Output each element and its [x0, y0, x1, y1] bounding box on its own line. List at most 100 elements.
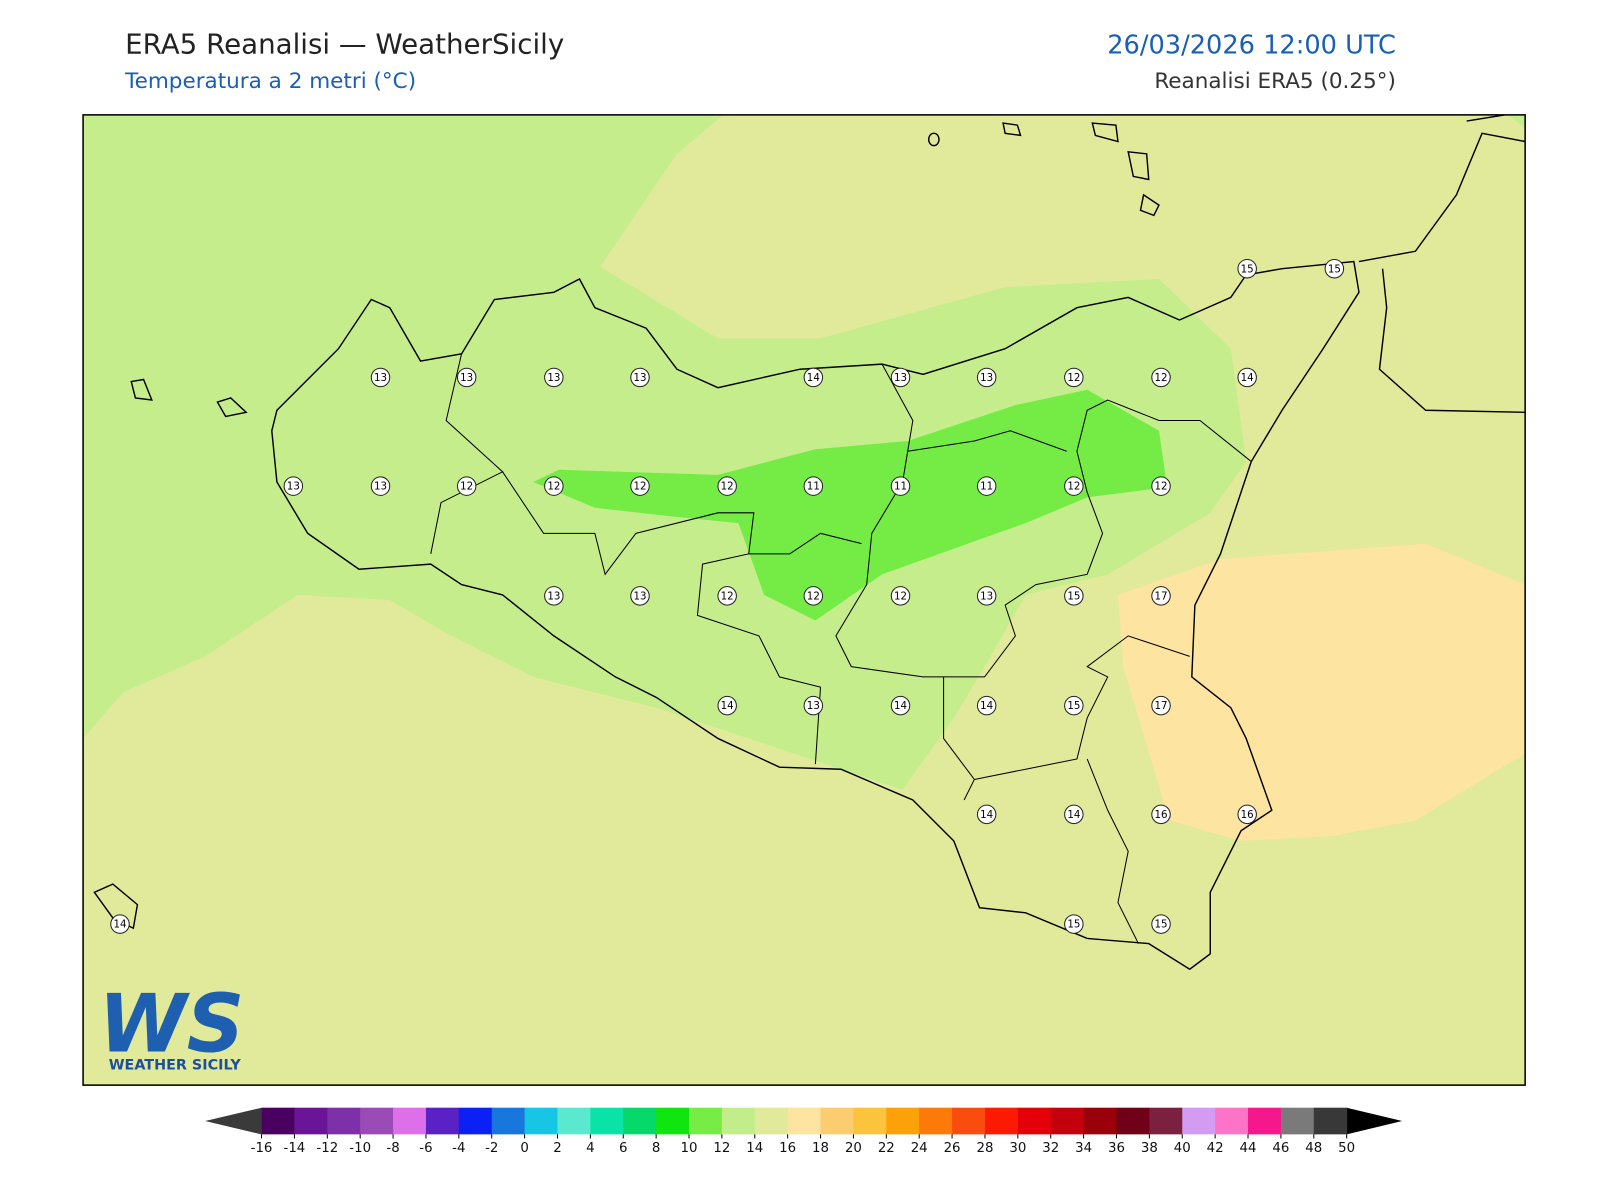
colorbar-tick-label: 36 [1108, 1141, 1125, 1156]
warm-band [83, 114, 1247, 790]
station-marker [1151, 914, 1171, 934]
colorbar-swatch [524, 1107, 558, 1135]
station-marker [890, 695, 911, 716]
colorbar-swatch [294, 1107, 328, 1135]
station-marker [544, 586, 564, 606]
station-value: 16 [1241, 809, 1254, 821]
colorbar-tick-label: -10 [349, 1141, 371, 1156]
colorbar-swatch [721, 1107, 756, 1135]
colorbar-swatch [1280, 1107, 1315, 1135]
station-marker [976, 586, 997, 606]
colorbar-tick-label: -16 [251, 1141, 273, 1156]
station-value: 13 [547, 590, 560, 602]
station-marker [1064, 476, 1084, 496]
colorbar-tick-label: 24 [911, 1141, 928, 1156]
station-value: 13 [980, 590, 993, 602]
colorbar-tick-label: 20 [845, 1141, 862, 1156]
colorbar-swatch [820, 1107, 854, 1135]
colorbar-extend-low [205, 1107, 262, 1135]
colorbar-tick-label: 34 [1075, 1141, 1092, 1156]
station-value: 15 [1067, 700, 1080, 712]
colorbar-tick-label: 14 [746, 1141, 763, 1156]
station-marker [630, 476, 650, 496]
colorbar-swatch [656, 1107, 690, 1135]
provinces [430, 353, 1252, 944]
colorbar-swatch [590, 1107, 624, 1135]
station-value: 13 [374, 372, 387, 384]
station-value: 14 [1241, 372, 1254, 384]
station-marker [803, 586, 824, 606]
station-value: 13 [287, 481, 300, 493]
station-marker [1324, 258, 1345, 279]
station-marker [976, 476, 997, 496]
datetime: 26/03/2026 12:00 UTC [1107, 30, 1396, 60]
colorbar-tick-label: 40 [1174, 1141, 1191, 1156]
station-marker [456, 367, 477, 388]
station-value: 17 [1155, 590, 1168, 602]
station-value: 15 [1067, 919, 1080, 931]
station-marker [1237, 367, 1257, 388]
colorbar-swatch [1215, 1107, 1249, 1135]
station-value: 13 [633, 590, 646, 602]
logo: WS WEATHER SICILY [98, 977, 244, 1073]
station-value: 16 [1155, 809, 1168, 821]
colorbar-swatch [984, 1107, 1019, 1135]
colorbar-swatch [1248, 1107, 1282, 1135]
colorbar-tick-label: 42 [1207, 1141, 1224, 1156]
station-value: 11 [980, 481, 993, 493]
map-frame [82, 114, 1526, 1086]
station-value: 12 [460, 481, 473, 493]
colorbar-tick-label: 4 [586, 1141, 594, 1156]
cool-core [533, 389, 1168, 621]
source: Reanalisi ERA5 (0.25°) [1154, 69, 1396, 94]
station-value: 12 [633, 481, 646, 493]
colorbar-swatch [886, 1107, 920, 1135]
station-marker [1151, 695, 1171, 716]
station-marker [717, 695, 737, 716]
subtitle: Temperatura a 2 metri (°C) [124, 69, 416, 94]
colorbar-swatch [623, 1107, 657, 1135]
colorbar-extend-high [1346, 1107, 1403, 1135]
colorbar-tick-label: 26 [944, 1141, 961, 1156]
logo-mark: WS [98, 977, 244, 1070]
colorbar-tick-label: 22 [878, 1141, 895, 1156]
colorbar-tick-label: -4 [452, 1141, 465, 1156]
station-value: 12 [1067, 372, 1080, 384]
colorbar-swatch [261, 1107, 295, 1135]
station-marker [890, 476, 911, 496]
station-marker [1151, 586, 1171, 606]
colorbar-swatch [1017, 1107, 1052, 1135]
colorbar-tick-label: 12 [713, 1141, 730, 1156]
station-value: 11 [807, 481, 820, 493]
colorbar-tick-label: 8 [652, 1141, 660, 1156]
station-marker [1064, 695, 1084, 716]
colorbar-swatch [952, 1107, 986, 1135]
station-marker [370, 367, 391, 388]
colorbar: -16 -14 -12 -10 -8 -6 -4 -2 0 2 4 6 8 10 12 14 16 18 20 22 2… [205, 1107, 1403, 1156]
colorbar-swatch [393, 1107, 427, 1135]
station-value: 12 [1067, 481, 1080, 493]
station-value: 15 [1241, 263, 1254, 275]
colorbar-swatch [689, 1107, 723, 1135]
colorbar-swatch [1313, 1107, 1348, 1135]
station-value: 12 [894, 590, 907, 602]
station-marker [976, 804, 997, 825]
station-value: 12 [721, 590, 734, 602]
station-value: 13 [460, 372, 473, 384]
colorbar-swatch [1116, 1107, 1150, 1135]
station-marker [1064, 586, 1084, 606]
coastlines [93, 114, 1526, 971]
colorbar-swatch [1083, 1107, 1118, 1135]
colorbar-tick-label: 16 [779, 1141, 796, 1156]
station-marker [803, 367, 824, 388]
colorbar-swatch [1182, 1107, 1216, 1135]
colorbar-tick-label: 28 [976, 1141, 993, 1156]
colorbar-tick-label: 44 [1240, 1141, 1257, 1156]
colorbar-tick-label: 30 [1009, 1141, 1026, 1156]
colorbar-tick-label: 0 [520, 1141, 528, 1156]
station-value: 15 [1155, 919, 1168, 931]
colorbar-swatch [458, 1107, 493, 1135]
colorbar-tick-label: 10 [681, 1141, 698, 1156]
colorbar-tick-label: -12 [316, 1141, 338, 1156]
station-value: 12 [1155, 372, 1168, 384]
